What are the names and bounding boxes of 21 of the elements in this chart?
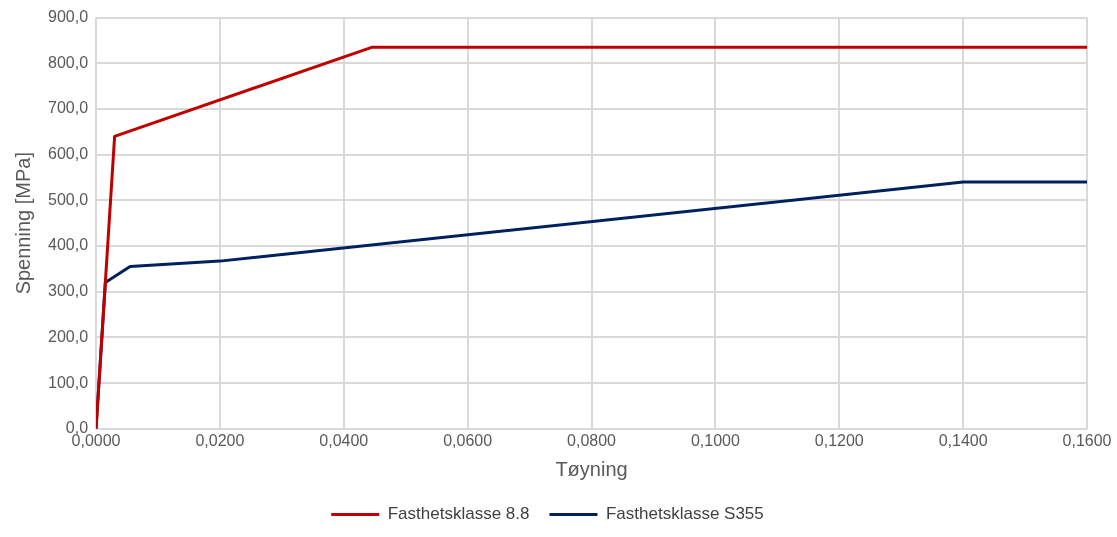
y-tick-label: 700,0 [47, 99, 89, 117]
x-tick-label: 0,0400 [319, 431, 369, 449]
x-tick-label: 0,0600 [443, 431, 493, 449]
x-tick-label: 0,1000 [690, 431, 740, 449]
y-axis-title: Spenning [MPa] [11, 152, 34, 295]
y-tick-label: 400,0 [47, 236, 89, 254]
y-tick-label: 800,0 [47, 53, 89, 71]
y-tick-label: 900,0 [47, 8, 89, 26]
x-tick-label: 0,0800 [567, 431, 617, 449]
legend-label: Fasthetsklasse S355 [605, 504, 764, 524]
x-tick-label: 0,1400 [938, 431, 988, 449]
x-axis-title: Tøyning [555, 457, 628, 480]
y-tick-label: 300,0 [47, 282, 89, 300]
legend-label: Fasthetsklasse 8.8 [387, 504, 530, 524]
x-tick-label: 0,1600 [1062, 431, 1112, 449]
y-tick-label: 500,0 [47, 190, 89, 208]
y-tick-label: 200,0 [47, 327, 89, 345]
y-tick-label: 100,0 [47, 373, 89, 391]
x-tick-label: 0,0200 [195, 431, 245, 449]
x-tick-label: 0,1200 [814, 431, 864, 449]
y-tick-label: 600,0 [47, 145, 89, 163]
